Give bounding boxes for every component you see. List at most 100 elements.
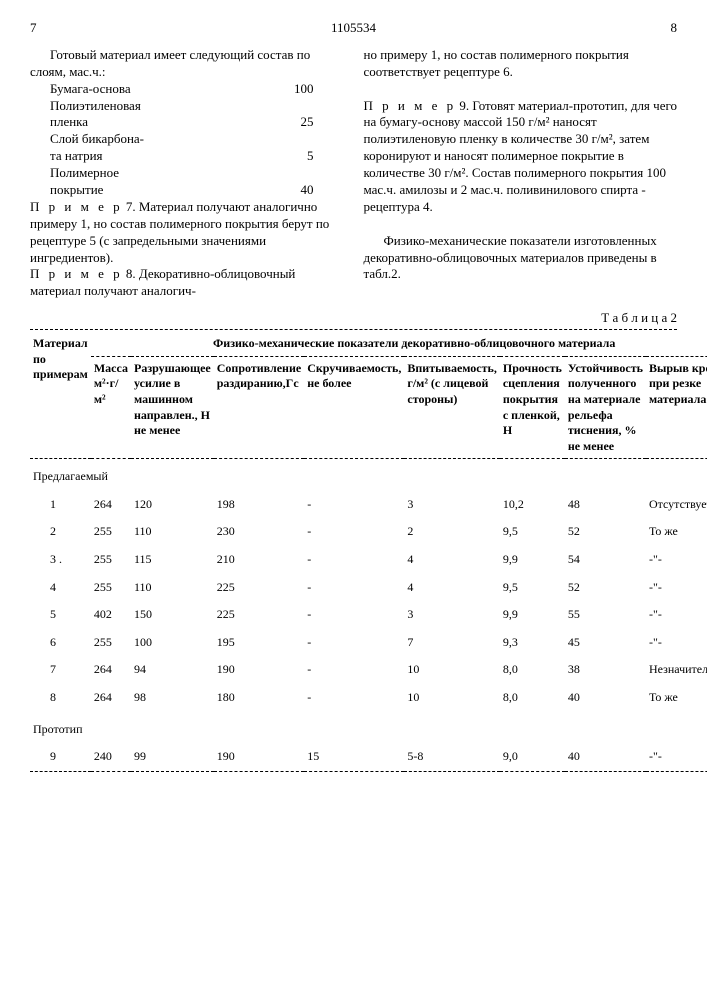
table-cell: 100 (131, 629, 214, 657)
table-cell: 48 (565, 491, 646, 519)
page-num-right: 8 (647, 20, 677, 37)
comp-value: 100 (274, 81, 344, 98)
comp-value (274, 131, 344, 148)
table-row: 726494190-108,038Незначительный (30, 656, 707, 684)
comp-label: Слой бикарбона- (30, 131, 274, 148)
table-cell: 180 (214, 684, 304, 712)
doc-number: 1105534 (60, 20, 647, 37)
table-cell: 9 (30, 743, 91, 771)
table-section-row: Предлагаемый (30, 459, 707, 491)
comp-label: та натрия (30, 148, 274, 165)
table-cell: 8 (30, 684, 91, 712)
composition-row: Слой бикарбона- (30, 131, 344, 148)
table-cell: 230 (214, 518, 304, 546)
table-cell: 240 (91, 743, 131, 771)
table-cell: 225 (214, 574, 304, 602)
table-cell: -"- (646, 574, 707, 602)
table-cell: 9,5 (500, 574, 565, 602)
para: Готовый материал имеет следующий состав … (30, 47, 344, 81)
composition-list: Бумага-основа100Полиэтиленоваяпленка25Сл… (30, 81, 344, 199)
table-cell: 10 (404, 684, 499, 712)
composition-row: покрытие40 (30, 182, 344, 199)
table-cell: 15 (304, 743, 404, 771)
para: Физико-механические показатели изготовле… (364, 233, 678, 284)
comp-label: Полиэтиленовая (30, 98, 274, 115)
comp-label: покрытие (30, 182, 274, 199)
section-label: Прототип (30, 712, 707, 744)
table-cell: 110 (131, 574, 214, 602)
table-row: 924099190155-89,040-"- (30, 743, 707, 771)
table-cell: 190 (214, 743, 304, 771)
table-cell: 110 (131, 518, 214, 546)
table-cell: 264 (91, 491, 131, 519)
table-caption: Т а б л и ц а 2 (30, 310, 677, 330)
table-row: 4255110225-49,552-"- (30, 574, 707, 602)
table-cell: 9,5 (500, 518, 565, 546)
table-cell: 255 (91, 546, 131, 574)
table-cell: 115 (131, 546, 214, 574)
table-cell: 9,9 (500, 546, 565, 574)
table-cell: - (304, 546, 404, 574)
table-cell: - (304, 574, 404, 602)
th: Прочность сцепления покрытия с пленкой, … (500, 356, 565, 459)
table-cell: 3 (404, 601, 499, 629)
table-row: 826498180-108,040То же (30, 684, 707, 712)
para: П р и м е р 8. Декоративно-облицовочный … (30, 266, 344, 300)
comp-value (274, 98, 344, 115)
section-label: Предлагаемый (30, 459, 707, 491)
comp-value (274, 165, 344, 182)
table-cell: 7 (404, 629, 499, 657)
table-cell: 120 (131, 491, 214, 519)
table-cell: 6 (30, 629, 91, 657)
table-cell: - (304, 656, 404, 684)
composition-row: Бумага-основа100 (30, 81, 344, 98)
table-row: 5402150225-39,955-"- (30, 601, 707, 629)
comp-label: Бумага-основа (30, 81, 274, 98)
composition-row: Полиэтиленовая (30, 98, 344, 115)
table-cell: 255 (91, 574, 131, 602)
composition-row: та натрия5 (30, 148, 344, 165)
table-cell: 45 (565, 629, 646, 657)
table-cell: Незначительный (646, 656, 707, 684)
table-cell: 3 . (30, 546, 91, 574)
table-cell: 8,0 (500, 684, 565, 712)
table-cell: - (304, 684, 404, 712)
table-section-row: Прототип (30, 712, 707, 744)
table-cell: 40 (565, 684, 646, 712)
th: Сопротивление раздиранию,Гс (214, 356, 304, 459)
table-cell: 4 (404, 574, 499, 602)
table-cell: 198 (214, 491, 304, 519)
table-cell: 2 (30, 518, 91, 546)
table-cell: 255 (91, 518, 131, 546)
table-cell: 10 (404, 656, 499, 684)
table-cell: 38 (565, 656, 646, 684)
table-cell: 1 (30, 491, 91, 519)
th: Масса м²·г/м² (91, 356, 131, 459)
table-cell: - (304, 601, 404, 629)
table-cell: -"- (646, 743, 707, 771)
table-row: 2255110230-29,552То же (30, 518, 707, 546)
table-cell: 54 (565, 546, 646, 574)
page-num-left: 7 (30, 20, 60, 37)
th: Вырыв кромки при резке материала (646, 356, 707, 459)
para: но примеру 1, но состав полимерного покр… (364, 47, 678, 81)
table-cell: 210 (214, 546, 304, 574)
th: Разрушающее усилие в машинном направлен.… (131, 356, 214, 459)
right-column: но примеру 1, но состав полимерного покр… (364, 47, 678, 300)
table-cell: 10,2 (500, 491, 565, 519)
table-cell: -"- (646, 629, 707, 657)
two-column-text: Готовый материал имеет следующий состав … (30, 47, 677, 300)
th: Впитываемость, г/м² (с лицевой стороны) (404, 356, 499, 459)
table-cell: 255 (91, 629, 131, 657)
table-cell: 55 (565, 601, 646, 629)
table-cell: -"- (646, 546, 707, 574)
th: Скручиваемость, не более (304, 356, 404, 459)
table-cell: 9,0 (500, 743, 565, 771)
table-cell: - (304, 518, 404, 546)
table-cell: 8,0 (500, 656, 565, 684)
comp-value: 25 (274, 114, 344, 131)
table-cell: 5 (30, 601, 91, 629)
table-cell: 7 (30, 656, 91, 684)
table-cell: То же (646, 684, 707, 712)
table-cell: 9,3 (500, 629, 565, 657)
